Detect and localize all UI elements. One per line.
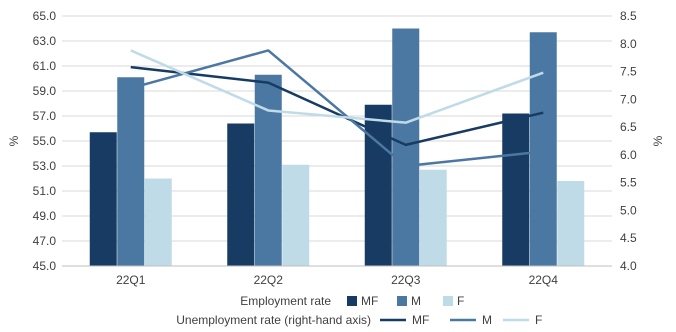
line-m <box>130 49 544 168</box>
bar-f <box>557 181 585 266</box>
gridlines <box>62 15 612 242</box>
bars <box>89 28 585 266</box>
line-mf <box>130 65 544 147</box>
axes: 45.0 47.0 49.0 51.0 53.0 55.0 57.0 59.0 61.0 63.0… <box>7 9 665 287</box>
legend-series-label: MF <box>361 294 378 308</box>
bar-mf <box>89 132 117 266</box>
legend-swatch-mf <box>347 296 357 306</box>
y-tick-label: 53.0 <box>33 159 57 173</box>
y2-tick-label: 7.0 <box>620 92 637 106</box>
y-axis-label: % <box>7 135 21 146</box>
lines <box>130 49 544 168</box>
bar-f <box>144 178 172 266</box>
legend-employment-label: Employment rate <box>240 294 331 308</box>
x-tick-label: 22Q3 <box>391 273 421 287</box>
x-tick-label: 22Q2 <box>254 273 284 287</box>
line-f <box>130 49 544 124</box>
y-tick-label: 47.0 <box>33 234 57 248</box>
y-tick-label: 57.0 <box>33 109 57 123</box>
y-tick-label: 65.0 <box>33 9 57 23</box>
legend-swatch-f <box>443 296 453 306</box>
y-tick-label: 45.0 <box>33 259 57 273</box>
legend-series-label: F <box>535 313 542 327</box>
legend-series-label: F <box>457 294 464 308</box>
y-tick-label: 59.0 <box>33 84 57 98</box>
bar-mf <box>227 123 255 266</box>
y2-tick-label: 5.5 <box>620 176 637 190</box>
y2-tick-label: 4.0 <box>620 259 637 273</box>
y-tick-label: 51.0 <box>33 184 57 198</box>
legend-series-label: M <box>482 313 492 327</box>
bar-f <box>419 169 447 266</box>
bar-m <box>254 74 282 266</box>
y-tick-label: 63.0 <box>33 34 57 48</box>
y2-tick-label: 6.0 <box>620 148 637 162</box>
y-tick-label: 61.0 <box>33 59 57 73</box>
legend-series-label: MF <box>412 313 429 327</box>
bar-m <box>529 32 557 266</box>
y-tick-label: 49.0 <box>33 209 57 223</box>
bar-m <box>117 77 145 266</box>
legend-series-label: M <box>411 294 421 308</box>
y2-tick-label: 7.5 <box>620 65 637 79</box>
y2-tick-label: 8.5 <box>620 9 637 23</box>
y2-tick-label: 4.5 <box>620 231 637 245</box>
bar-m <box>392 28 420 266</box>
y2-tick-label: 5.0 <box>620 203 637 217</box>
x-tick-label: 22Q1 <box>116 273 146 287</box>
bar-f <box>282 164 310 266</box>
y2-tick-label: 6.5 <box>620 120 637 134</box>
y-tick-label: 55.0 <box>33 134 57 148</box>
legend-unemployment-label: Unemployment rate (right-hand axis) <box>176 313 371 327</box>
y2-axis-label: % <box>651 135 665 146</box>
y2-tick-label: 8.0 <box>620 37 637 51</box>
bar-mf <box>502 113 530 266</box>
legend-swatch-m <box>397 296 407 306</box>
x-tick-label: 22Q4 <box>529 273 559 287</box>
